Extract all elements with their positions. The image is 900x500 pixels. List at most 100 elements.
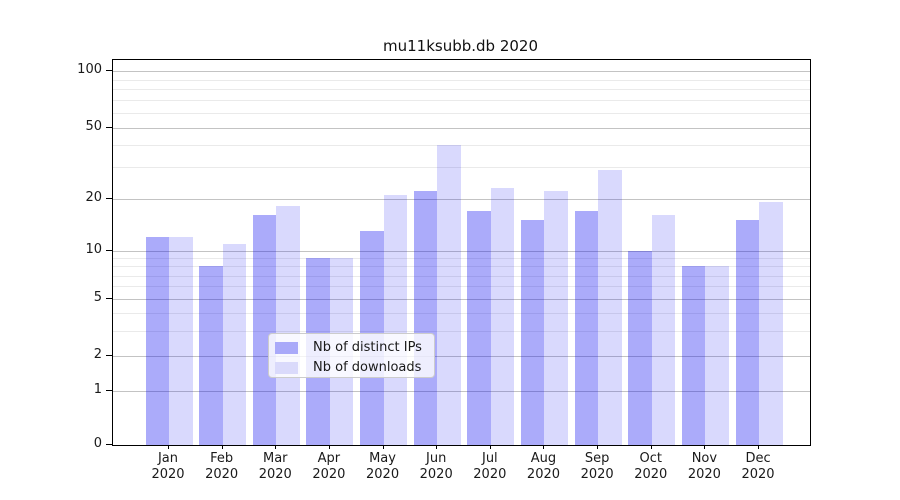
y-axis-tick-label: 10 [85, 242, 102, 257]
x-axis-tick-label: Nov 2020 [677, 451, 731, 483]
gridline-major [113, 299, 810, 300]
bar-downloads [383, 194, 408, 445]
x-tick-year: 2020 [687, 467, 721, 482]
gridline-minor [113, 167, 810, 169]
gridline-major [113, 356, 810, 357]
gridline-minor [113, 100, 810, 102]
gridline-minor [113, 275, 810, 277]
x-tick-year: 2020 [741, 467, 775, 482]
x-tick-month: Mar [263, 451, 288, 466]
legend-label-downloads: Nb of downloads [313, 360, 422, 375]
y-axis-tick-label: 100 [77, 62, 102, 77]
gridline-minor [113, 258, 810, 260]
x-tick-year: 2020 [366, 467, 400, 482]
y-axis-tick-mark [106, 390, 112, 391]
x-axis-tick-mark [221, 445, 223, 449]
y-axis-tick-mark [106, 70, 112, 71]
gridline-minor [113, 145, 810, 147]
x-tick-month: Feb [210, 451, 234, 466]
x-axis-tick-mark [382, 445, 384, 449]
x-tick-month: Sep [584, 451, 610, 466]
x-tick-year: 2020 [526, 467, 561, 482]
bar-downloads [651, 215, 676, 445]
bar-distinct-ips [145, 237, 169, 445]
x-axis-tick-label: May 2020 [356, 451, 410, 483]
x-axis-tick-mark [168, 445, 169, 449]
x-axis-tick-label: Jan 2020 [141, 451, 195, 483]
x-tick-year: 2020 [258, 467, 292, 482]
x-axis-tick-mark [328, 445, 330, 449]
bar-downloads [598, 169, 622, 445]
x-axis-tick-mark [275, 445, 277, 449]
x-tick-year: 2020 [634, 467, 668, 482]
gridline-minor [113, 266, 810, 268]
x-tick-month: Jun [426, 451, 447, 466]
y-axis-tick-mark [106, 298, 112, 299]
x-tick-year: 2020 [312, 467, 346, 482]
bar-downloads [490, 187, 515, 445]
bar-distinct-ips [252, 215, 277, 445]
gridline-major [113, 198, 810, 200]
bar-distinct-ips [467, 210, 491, 445]
y-axis-tick-label: 0 [93, 436, 102, 451]
bar-downloads [437, 145, 461, 445]
x-axis-tick-label: Oct 2020 [624, 451, 678, 483]
x-tick-month: May [369, 451, 396, 466]
y-axis-tick-mark [106, 250, 112, 251]
x-axis-tick-mark [543, 445, 545, 449]
plot-area [112, 59, 811, 446]
legend-swatch-downloads [275, 362, 298, 374]
gridline-minor [113, 330, 810, 332]
bar-downloads [705, 266, 729, 445]
legend-label-distinct-ips: Nb of distinct IPs [313, 340, 422, 355]
gridline-minor [113, 89, 810, 91]
bar-distinct-ips [735, 220, 760, 445]
gridline-minor [113, 312, 810, 314]
x-axis-tick-label: Mar 2020 [248, 451, 302, 483]
x-tick-year: 2020 [419, 467, 453, 482]
gridline-major [113, 128, 810, 129]
bar-downloads [544, 191, 568, 445]
x-tick-year: 2020 [580, 467, 614, 482]
y-axis-tick-label: 1 [93, 382, 102, 397]
x-axis-tick-mark [597, 445, 599, 449]
y-axis-tick-label: 5 [93, 290, 102, 305]
x-axis-tick-mark [436, 445, 438, 449]
bar-distinct-ips [628, 251, 652, 445]
x-axis-tick-label: Sep 2020 [570, 451, 624, 483]
y-axis-tick-mark [106, 444, 112, 445]
legend-swatch-distinct-ips [275, 342, 298, 354]
y-axis-tick-label: 50 [85, 119, 102, 134]
gridline-minor [113, 286, 810, 288]
x-axis-tick-mark [489, 445, 491, 449]
x-tick-year: 2020 [205, 467, 239, 482]
x-tick-month: Nov [691, 451, 718, 466]
x-axis-tick-label: Jun 2020 [409, 451, 463, 483]
gridline-minor [113, 113, 810, 114]
bar-distinct-ips [681, 266, 706, 445]
bar-downloads [276, 206, 300, 445]
gridline-major [113, 251, 810, 252]
x-tick-year: 2020 [473, 467, 507, 482]
x-tick-month: Dec [745, 451, 771, 466]
bar-downloads [169, 237, 193, 445]
x-axis-tick-label: Apr 2020 [302, 451, 356, 483]
x-tick-year: 2020 [151, 467, 185, 482]
x-tick-month: Jul [481, 451, 498, 466]
chart-title: mu11ksubb.db 2020 [382, 37, 538, 55]
x-axis-tick-mark [758, 445, 760, 449]
x-axis-tick-mark [650, 445, 652, 449]
bar-distinct-ips [520, 220, 545, 445]
bar-distinct-ips [413, 191, 438, 445]
gridline-minor [113, 79, 810, 81]
x-tick-month: Apr [317, 451, 341, 466]
x-tick-month: Aug [530, 451, 557, 466]
y-axis-tick-mark [106, 127, 112, 128]
x-tick-month: Jan [157, 451, 179, 466]
x-axis-tick-label: Aug 2020 [516, 451, 570, 483]
y-axis-tick-label: 2 [93, 347, 102, 362]
legend: Nb of distinct IPs Nb of downloads [268, 333, 435, 378]
x-axis-tick-label: Jul 2020 [463, 451, 517, 483]
bar-downloads [222, 243, 247, 445]
